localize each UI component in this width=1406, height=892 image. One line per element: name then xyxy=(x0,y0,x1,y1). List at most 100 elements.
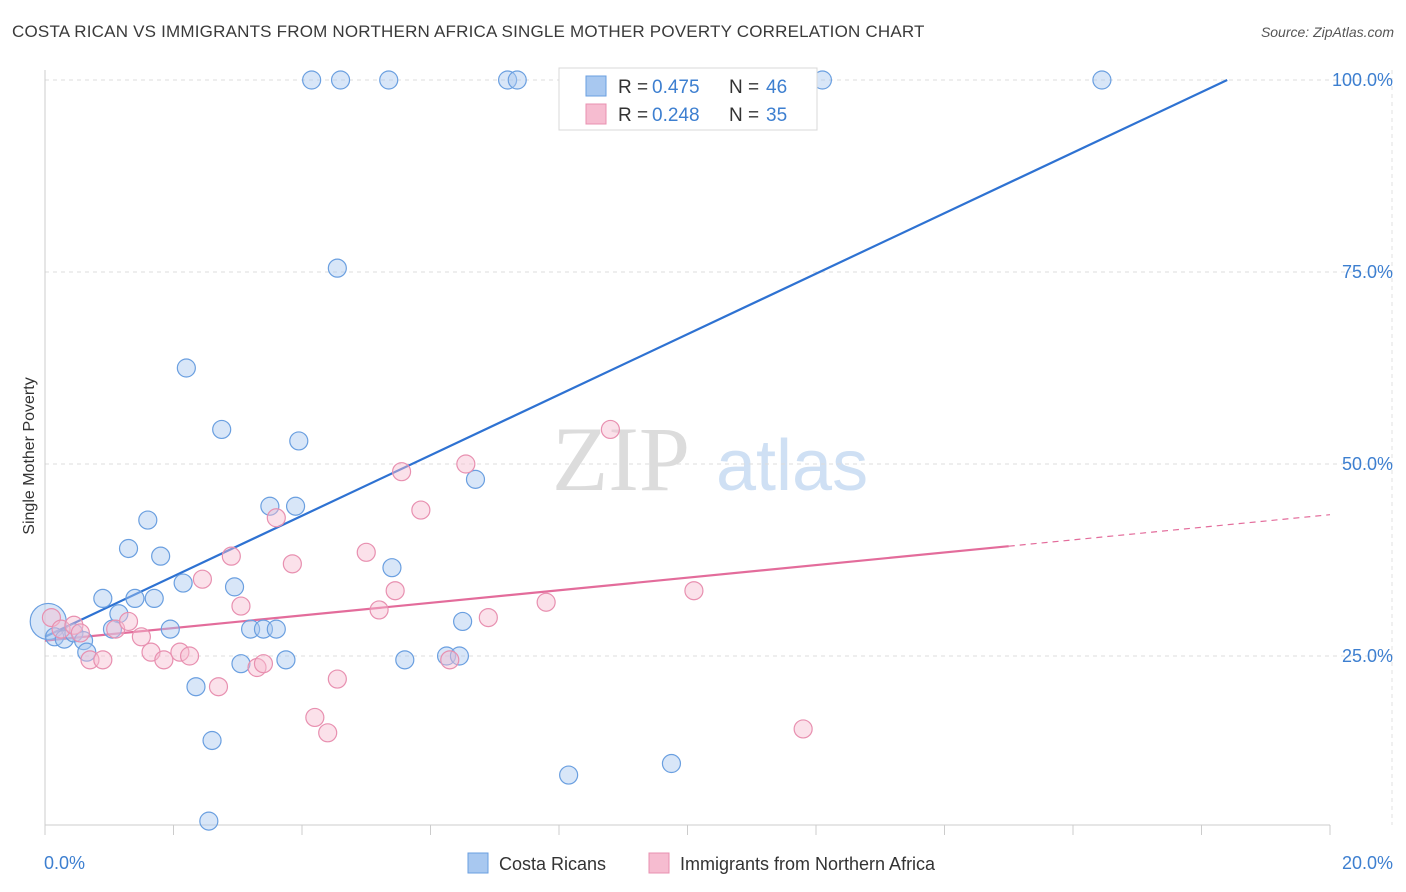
source-label: Source: ZipAtlas.com xyxy=(1260,24,1394,40)
y-axis-label: Single Mother Poverty xyxy=(21,377,38,534)
point-costa-ricans xyxy=(507,70,527,90)
legend-r-value-1: 0.475 xyxy=(652,77,700,98)
x-tick-label: 0.0% xyxy=(44,853,85,873)
point-immigrants xyxy=(208,677,229,697)
point-costa-ricans xyxy=(73,631,94,651)
point-costa-ricans xyxy=(176,358,196,378)
point-costa-ricans xyxy=(395,650,415,670)
point-costa-ricans xyxy=(498,70,518,90)
point-immigrants xyxy=(793,719,813,739)
point-costa-ricans xyxy=(302,70,322,90)
y-tick-label: 50.0% xyxy=(1342,454,1393,474)
point-costa-ricans xyxy=(160,619,180,639)
point-costa-ricans xyxy=(224,577,245,597)
point-costa-ricans xyxy=(266,619,286,639)
point-immigrants xyxy=(131,627,151,647)
watermark-zip: ZIP xyxy=(552,408,690,510)
point-immigrants xyxy=(305,707,325,728)
point-immigrants xyxy=(282,554,302,574)
bottom-legend: Costa Ricans Immigrants from Northern Af… xyxy=(467,852,936,874)
bottom-legend-swatch-immigrants xyxy=(648,852,670,874)
data-points xyxy=(29,70,1112,831)
point-immigrants xyxy=(327,669,347,689)
point-immigrants xyxy=(369,600,389,620)
point-immigrants xyxy=(318,723,338,743)
legend-r-value-2: 0.248 xyxy=(652,105,700,126)
point-immigrants xyxy=(266,508,286,528)
point-immigrants xyxy=(253,654,274,674)
point-immigrants xyxy=(231,596,251,616)
point-immigrants xyxy=(70,623,90,643)
point-immigrants xyxy=(192,569,213,589)
trend-line-immigrants-extrapolated xyxy=(1008,514,1331,547)
legend-swatch-immigrants xyxy=(585,103,607,125)
point-costa-ricans xyxy=(465,469,486,489)
point-immigrants xyxy=(456,454,476,474)
point-immigrants xyxy=(154,650,174,670)
point-immigrants xyxy=(179,646,200,666)
chart-title: COSTA RICAN VS IMMIGRANTS FROM NORTHERN … xyxy=(12,22,925,41)
point-immigrants xyxy=(478,607,498,628)
trend-line-costa-ricans xyxy=(44,79,1228,638)
point-immigrants xyxy=(411,500,431,520)
point-costa-ricans xyxy=(199,811,219,831)
point-immigrants xyxy=(600,419,621,440)
legend-r-label-2: R = xyxy=(618,105,648,126)
point-immigrants xyxy=(385,581,405,601)
point-immigrants xyxy=(440,650,460,670)
legend-n-label-2: N = xyxy=(729,105,759,126)
point-costa-ricans xyxy=(379,70,399,90)
y-tick-label: 75.0% xyxy=(1342,262,1393,282)
legend-swatch-costa-ricans xyxy=(585,75,607,97)
point-costa-ricans xyxy=(93,588,113,609)
point-immigrants xyxy=(536,592,556,612)
point-immigrants xyxy=(170,642,190,662)
watermark-atlas: atlas xyxy=(716,426,868,506)
axes xyxy=(44,70,1331,835)
point-costa-ricans xyxy=(231,654,251,674)
bottom-legend-swatch-costa-ricans xyxy=(467,852,489,874)
point-costa-ricans xyxy=(382,558,402,578)
point-costa-ricans xyxy=(449,646,470,666)
legend-n-value-2: 35 xyxy=(766,105,787,126)
bottom-legend-immigrants: Immigrants from Northern Africa xyxy=(680,854,936,874)
bottom-legend-costa-ricans: Costa Ricans xyxy=(499,854,606,874)
point-immigrants xyxy=(684,581,704,601)
legend-box: R = 0.475 N = 46 R = 0.248 N = 35 xyxy=(558,67,818,131)
x-tick-label: 20.0% xyxy=(1342,853,1393,873)
point-costa-ricans xyxy=(202,730,222,751)
point-costa-ricans xyxy=(151,546,171,566)
trend-line-immigrants xyxy=(44,545,1009,642)
point-costa-ricans xyxy=(661,753,682,774)
point-immigrants xyxy=(64,615,84,635)
point-costa-ricans xyxy=(125,588,145,609)
point-costa-ricans xyxy=(64,623,84,643)
trend-lines xyxy=(44,79,1331,642)
point-costa-ricans xyxy=(330,70,351,90)
grid-lines xyxy=(45,70,1393,825)
point-immigrants xyxy=(118,611,139,632)
y-tick-label: 25.0% xyxy=(1342,646,1393,666)
point-costa-ricans xyxy=(260,496,280,516)
point-costa-ricans xyxy=(144,588,164,609)
legend-r-label-1: R = xyxy=(618,77,648,98)
point-costa-ricans xyxy=(138,510,158,530)
point-costa-ricans xyxy=(212,419,232,440)
point-costa-ricans xyxy=(559,765,579,785)
legend-n-value-1: 46 xyxy=(766,77,787,98)
y-tick-label: 100.0% xyxy=(1332,70,1393,90)
legend-n-label-1: N = xyxy=(729,77,759,98)
point-costa-ricans xyxy=(77,642,97,662)
point-costa-ricans xyxy=(1092,70,1112,90)
point-immigrants xyxy=(93,650,113,670)
point-costa-ricans xyxy=(118,538,139,559)
point-immigrants xyxy=(51,619,71,639)
point-immigrants xyxy=(391,462,412,482)
point-costa-ricans xyxy=(285,496,306,516)
point-costa-ricans xyxy=(173,573,193,593)
tick-labels: 25.0% 50.0% 75.0% 100.0% 0.0% 20.0% xyxy=(44,70,1393,873)
point-costa-ricans xyxy=(453,611,473,632)
point-costa-ricans xyxy=(289,431,309,451)
point-costa-ricans xyxy=(186,677,206,697)
